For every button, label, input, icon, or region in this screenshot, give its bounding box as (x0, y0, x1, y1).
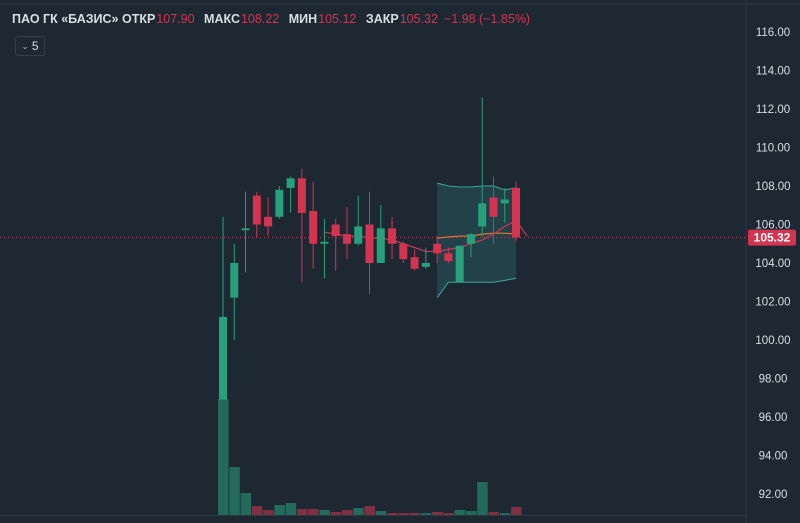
indicators-toggle-button[interactable]: ⌄ 5 (15, 36, 45, 56)
candle-body[interactable] (286, 178, 295, 188)
candle-body[interactable] (376, 228, 385, 263)
candle-body[interactable] (444, 253, 453, 262)
volume-bar (308, 509, 319, 515)
candle-body[interactable] (421, 263, 430, 267)
candle-body[interactable] (320, 241, 329, 244)
volume-bar (364, 506, 376, 515)
volume-bar (499, 513, 511, 515)
candle-body[interactable] (455, 245, 464, 283)
band-lower-line (436, 277, 517, 298)
volume-bar (375, 511, 387, 515)
candle-body[interactable] (342, 234, 351, 244)
volume-bar (240, 493, 252, 515)
close-label: ЗАКР (365, 12, 399, 26)
ohlc-legend: ПАО ГК «БАЗИС» ОТКР107.90 МАКС108.22 МИН… (12, 12, 536, 26)
candle-body[interactable] (219, 316, 227, 400)
candle-body[interactable] (433, 243, 442, 254)
volume-bar (330, 512, 342, 515)
price-tick-label: 102.00 (755, 297, 790, 309)
candle-body[interactable] (264, 216, 273, 227)
volume-bar (454, 510, 466, 515)
close-value: 105.32 (399, 12, 438, 26)
chevron-down-icon: ⌄ (21, 40, 29, 51)
price-tick-label: 104.00 (755, 258, 790, 270)
price-tick-label: 92.00 (759, 489, 788, 501)
candle-body[interactable] (500, 199, 509, 204)
volume-bar (251, 506, 263, 515)
volume-bar (387, 513, 398, 515)
volume-bar (274, 505, 285, 515)
last-price-badge: 105.32 (748, 229, 796, 246)
volume-bar (420, 513, 432, 515)
price-tick-label: 98.00 (759, 374, 788, 386)
candle-body[interactable] (478, 203, 487, 227)
indicators-count: 5 (31, 39, 39, 53)
last-price-label: 105.32 (754, 231, 791, 245)
high-value: 108.22 (240, 12, 280, 26)
volume-bar (409, 513, 421, 515)
volume-bar (218, 399, 229, 515)
candle-body[interactable] (512, 187, 521, 238)
volume-bar (263, 510, 274, 515)
candle-body[interactable] (466, 234, 475, 244)
candle-body[interactable] (309, 211, 318, 244)
candle-body[interactable] (297, 178, 306, 213)
price-tick-label: 110.00 (756, 143, 790, 155)
price-tick-label: 108.00 (755, 181, 790, 193)
open-label: ОТКР (122, 12, 156, 26)
volume-bar (511, 507, 522, 515)
volume-bar (229, 467, 240, 515)
low-label: МИН (288, 12, 318, 26)
high-label: МАКС (204, 12, 240, 26)
volume-bar (398, 513, 409, 515)
price-axis[interactable]: 116.00 114.00 112.00 110.00 108.00 106.00 104.… (755, 27, 790, 501)
low-value: 105.12 (318, 12, 357, 26)
candles (219, 97, 521, 400)
price-tick-label: 96.00 (759, 412, 788, 424)
candle-body[interactable] (331, 224, 340, 237)
volume-bar (285, 503, 297, 515)
volume-bar (341, 510, 353, 515)
candle-body[interactable] (365, 224, 374, 264)
candle-body[interactable] (275, 189, 284, 217)
price-tick-label: 114.00 (756, 66, 790, 78)
candle-body[interactable] (489, 197, 498, 217)
candle-body[interactable] (354, 226, 363, 244)
change-value: −1.98 (−1.85%) (443, 12, 531, 26)
open-value: 107.90 (156, 12, 195, 26)
price-tick-label: 100.00 (755, 335, 790, 347)
volume-bar (296, 509, 308, 515)
price-tick-label: 116.00 (756, 27, 790, 39)
band-upper-line (437, 182, 517, 191)
candle-body[interactable] (399, 243, 408, 260)
volume-bar (477, 482, 488, 515)
price-tick-label: 94.00 (759, 451, 788, 463)
volume-bar (353, 508, 364, 515)
volume-bars (0, 399, 746, 516)
candle-body[interactable] (252, 195, 261, 225)
volume-bar (319, 510, 330, 515)
price-tick-label: 106.00 (755, 220, 790, 232)
symbol-name[interactable]: ПАО ГК «БАЗИС» (12, 12, 119, 26)
candle-body[interactable] (410, 257, 419, 269)
volume-bar (443, 513, 454, 515)
candle-body[interactable] (241, 228, 250, 231)
volume-bar (488, 512, 499, 515)
candle-body[interactable] (388, 228, 397, 244)
band-middle-line (437, 232, 517, 239)
volume-bar (432, 512, 443, 515)
price-tick-label: 112.00 (756, 104, 790, 116)
candle-body[interactable] (230, 263, 239, 298)
volume-bar (465, 511, 477, 515)
